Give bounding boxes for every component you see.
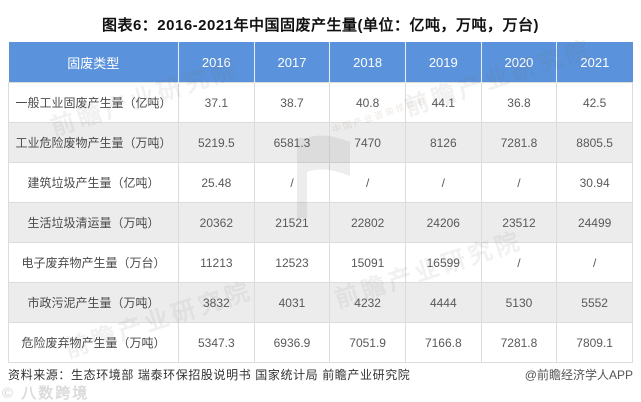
value-cell: 4444 xyxy=(404,282,482,323)
table-header: 固废类型 2016 2017 2018 2019 2020 2021 xyxy=(8,42,633,83)
value-cell: 23512 xyxy=(480,202,558,243)
value-cell: / xyxy=(556,242,633,283)
table-row: 一般工业固废产生量（亿吨） 37.1 38.7 40.8 44.1 36.8 42.5 xyxy=(8,82,633,123)
value-cell: 6581.3 xyxy=(253,122,331,163)
value-cell: 4031 xyxy=(253,282,331,323)
value-cell: 7281.8 xyxy=(480,122,558,163)
value-cell: 12523 xyxy=(253,242,331,283)
table-row: 工业危险废物产生量（万吨） 5219.5 6581.3 7470 8126 7281.8 8… xyxy=(8,122,633,163)
figure-title: 图表6：2016-2021年中国固废产生量(单位：亿吨，万吨，万台) xyxy=(101,17,540,34)
value-cell: 11213 xyxy=(178,242,255,283)
value-cell: 5552 xyxy=(556,282,633,323)
value-cell: 3832 xyxy=(178,282,255,323)
value-cell: 8126 xyxy=(404,122,482,163)
table-row: 危险废弃物产生量（万吨） 5347.3 6936.9 7051.9 7166.8 7281… xyxy=(8,322,633,363)
value-cell: 7051.9 xyxy=(329,322,406,363)
value-cell: 7470 xyxy=(329,122,406,163)
column-header: 2019 xyxy=(405,42,482,83)
figure-footer: 资料来源：生态环境部 瑞泰环保招股说明书 国家统计局 前瞻产业研究院 @前瞻经济… xyxy=(8,366,633,383)
value-cell: 24206 xyxy=(404,202,482,243)
waste-output-table: 固废类型 2016 2017 2018 2019 2020 2021 一般工业固废产生量（亿… xyxy=(8,42,633,363)
row-label: 电子废弃物产生量（万台） xyxy=(8,242,179,283)
value-cell: 37.1 xyxy=(178,82,255,123)
value-cell: 16599 xyxy=(404,242,482,283)
value-cell: 24499 xyxy=(556,202,633,243)
value-cell: 40.8 xyxy=(329,82,406,123)
table-row: 建筑垃圾产生量（亿吨） 25.48// //30.94 xyxy=(8,162,633,203)
source-note: 资料来源：生态环境部 瑞泰环保招股说明书 国家统计局 前瞻产业研究院 xyxy=(8,368,411,382)
credit-note: @前瞻经济学人APP xyxy=(524,368,633,382)
value-cell: 5130 xyxy=(480,282,558,323)
value-cell: 21521 xyxy=(253,202,331,243)
value-cell: 38.7 xyxy=(253,82,331,123)
value-cell: 20362 xyxy=(178,202,255,243)
row-label: 一般工业固废产生量（亿吨） xyxy=(8,82,179,123)
value-cell: 22802 xyxy=(329,202,406,243)
value-cell: 8805.5 xyxy=(556,122,633,163)
row-label: 生活垃圾清运量（万吨） xyxy=(8,202,179,243)
value-cell: / xyxy=(480,162,558,203)
value-cell: 5219.5 xyxy=(178,122,255,163)
column-header: 固废类型 xyxy=(8,42,179,83)
value-cell: 7166.8 xyxy=(404,322,482,363)
column-header: 2017 xyxy=(254,42,331,83)
value-cell: 44.1 xyxy=(404,82,482,123)
value-cell: 25.48 xyxy=(178,162,255,203)
column-header: 2018 xyxy=(329,42,406,83)
value-cell: 5347.3 xyxy=(178,322,255,363)
table-header-row: 固废类型 2016 2017 2018 2019 2020 2021 xyxy=(8,42,633,83)
column-header: 2020 xyxy=(481,42,558,83)
table-body: 一般工业固废产生量（亿吨） 37.1 38.7 40.8 44.1 36.8 42.5 工业危… xyxy=(8,82,633,363)
value-cell: 42.5 xyxy=(556,82,633,123)
value-cell: / xyxy=(480,242,558,283)
value-cell: 7281.8 xyxy=(480,322,558,363)
value-cell: 15091 xyxy=(329,242,406,283)
column-header: 2021 xyxy=(556,42,633,83)
row-label: 建筑垃圾产生量（亿吨） xyxy=(8,162,179,203)
row-label: 危险废弃物产生量（万吨） xyxy=(8,322,179,363)
value-cell: / xyxy=(253,162,331,203)
table-row: 生活垃圾清运量（万吨） 20362 21521 22802 24206 23512 2449… xyxy=(8,202,633,243)
column-header: 2016 xyxy=(178,42,255,83)
row-label: 工业危险废物产生量（万吨） xyxy=(8,122,179,163)
value-cell: 36.8 xyxy=(480,82,558,123)
row-label: 市政污泥产生量（万吨） xyxy=(8,282,179,323)
value-cell: 30.94 xyxy=(556,162,633,203)
value-cell: / xyxy=(404,162,482,203)
table-row: 电子废弃物产生量（万台） 11213 12523 15091 16599// xyxy=(8,242,633,283)
value-cell: / xyxy=(329,162,406,203)
table-row: 市政污泥产生量（万吨） 3832 4031 4232 4444 5130 5552 xyxy=(8,282,633,323)
value-cell: 4232 xyxy=(329,282,406,323)
value-cell: 6936.9 xyxy=(253,322,331,363)
watermark-corner: © 八数跨境 xyxy=(2,385,90,402)
value-cell: 7809.1 xyxy=(556,322,633,363)
